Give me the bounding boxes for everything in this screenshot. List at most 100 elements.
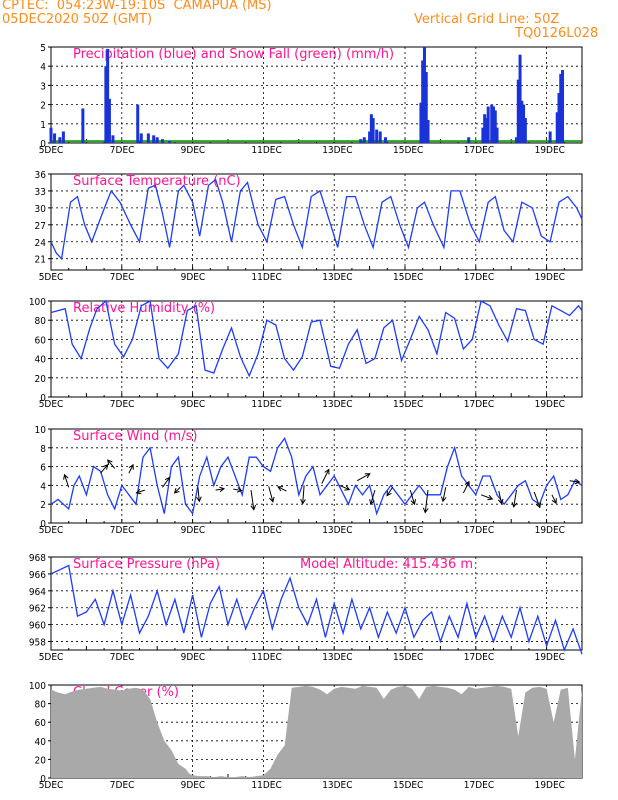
- panel-title: Relative Humidity (%): [73, 301, 215, 316]
- precip-bar: [483, 114, 487, 143]
- wind-arrow: [424, 490, 429, 513]
- wind-arrow-head: [164, 476, 171, 483]
- wind-arrow-head: [497, 498, 504, 505]
- x-tick-label: 13DEC: [322, 272, 352, 283]
- precip-bar: [152, 135, 156, 143]
- precip-bar: [146, 133, 150, 143]
- x-tick-label: 13DEC: [322, 525, 352, 536]
- x-tick-label: 7DEC: [110, 780, 135, 791]
- panel-title: Surface Pressure (hPa): [73, 557, 220, 572]
- x-tick-label: 19DEC: [535, 145, 565, 156]
- precip-bar: [61, 131, 65, 143]
- wind-arrow: [409, 489, 415, 505]
- y-tick-label: 60: [35, 718, 47, 729]
- x-tick-label: 19DEC: [535, 525, 565, 536]
- wind-arrow-head: [277, 486, 284, 492]
- x-tick-label: 13DEC: [322, 399, 352, 410]
- x-tick-label: 17DEC: [464, 399, 494, 410]
- x-tick-label: 5DEC: [39, 272, 64, 283]
- precip-bar: [548, 131, 552, 143]
- y-tick-label: 30: [35, 204, 47, 215]
- wind-arrow-head: [410, 499, 417, 506]
- precip-bar: [486, 106, 490, 143]
- wind-arrow-head: [535, 502, 542, 509]
- precip-bar: [384, 137, 388, 143]
- wind-arrow: [128, 464, 134, 474]
- header-grid-note: Vertical Grid Line: 50Z: [414, 12, 560, 27]
- precip-bar: [481, 127, 485, 143]
- wind-arrow: [551, 494, 557, 504]
- y-tick-label: 60: [35, 335, 47, 346]
- y-tick-label: 33: [35, 187, 46, 198]
- panel-title: Precipitation (blue) and Snow Fall (gree…: [73, 47, 394, 62]
- y-tick-label: 6: [40, 463, 46, 474]
- header-datetime: 05DEC2020 50Z (GMT): [2, 12, 153, 27]
- x-tick-label: 19DEC: [535, 399, 565, 410]
- x-tick-label: 7DEC: [110, 272, 135, 283]
- y-tick-label: 0: [40, 774, 46, 785]
- wind-arrow-head: [219, 486, 226, 493]
- wind-arrow-head: [369, 499, 375, 506]
- y-tick-label: 100: [29, 681, 46, 692]
- y-tick-label: 966: [29, 570, 46, 581]
- wind-arrow: [321, 469, 330, 484]
- wind-arrow-head: [128, 463, 134, 470]
- wind-arrow: [533, 491, 541, 508]
- y-tick-label: 10: [35, 425, 47, 436]
- precip-bar: [107, 98, 111, 143]
- panel-5: 0 20 40 60 80 100 5DEC 7DEC 9DEC 11DEC 13DEC 15DEC 1…: [29, 681, 583, 791]
- x-tick-label: 19DEC: [535, 652, 565, 663]
- precip-bar: [136, 104, 140, 143]
- precip-bar: [422, 47, 426, 143]
- x-tick-label: 15DEC: [393, 145, 423, 156]
- y-tick-label: 80: [35, 700, 47, 711]
- y-tick-label: 40: [35, 355, 47, 366]
- x-tick-label: 17DEC: [464, 272, 494, 283]
- x-tick-label: 9DEC: [181, 272, 206, 283]
- x-tick-label: 5DEC: [39, 652, 64, 663]
- wind-arrow-head: [324, 468, 330, 475]
- y-tick-label: 27: [35, 221, 46, 232]
- x-tick-label: 7DEC: [110, 145, 135, 156]
- panel-title: Surface Wind (m/s): [73, 429, 197, 444]
- precip-bar: [555, 112, 559, 143]
- wind-arrow-head: [464, 480, 470, 487]
- y-tick-label: 964: [29, 587, 46, 598]
- x-tick-label: 9DEC: [181, 780, 206, 791]
- wind-arrow: [513, 490, 518, 507]
- x-tick-label: 5DEC: [39, 525, 64, 536]
- precip-bar: [484, 118, 488, 143]
- y-tick-label: 36: [35, 170, 47, 181]
- precip-bar: [359, 139, 363, 143]
- wind-arrow-head: [196, 496, 202, 503]
- precip-bar: [106, 48, 110, 143]
- x-tick-label: 15DEC: [393, 525, 423, 536]
- wind-arrow-head: [364, 473, 371, 479]
- wind-arrow-head: [300, 498, 306, 505]
- panel-annotation: Model Altitude: 415.436 m: [300, 557, 473, 572]
- header-code: TQ0126L028: [515, 26, 599, 41]
- wind-arrow: [107, 459, 116, 469]
- x-tick-label: 9DEC: [181, 525, 206, 536]
- x-tick-label: 13DEC: [322, 145, 352, 156]
- wind-arrow-head: [102, 463, 109, 470]
- precip-bar: [559, 73, 563, 143]
- x-tick-label: 5DEC: [39, 399, 64, 410]
- y-tick-label: 20: [35, 374, 47, 385]
- y-tick-label: 0: [40, 519, 46, 530]
- x-tick-label: 11DEC: [251, 780, 281, 791]
- wind-arrow: [268, 486, 274, 502]
- cloud-area: [51, 685, 582, 778]
- precip-bar: [492, 106, 495, 143]
- precip-bar: [424, 71, 428, 143]
- precip-bar: [522, 104, 526, 143]
- panel-4: 958 960 962 964 966 968 5DEC 7DEC 9DEC 11DEC 13DEC…: [29, 553, 583, 663]
- wind-arrow-head: [344, 485, 351, 491]
- wind-arrow: [250, 490, 255, 510]
- precip-bar: [378, 131, 382, 143]
- wind-arrow: [569, 480, 580, 483]
- wind-arrow-head: [511, 502, 518, 508]
- x-tick-label: 9DEC: [181, 399, 206, 410]
- wind-arrow: [302, 485, 305, 504]
- series-line: [50, 564, 583, 655]
